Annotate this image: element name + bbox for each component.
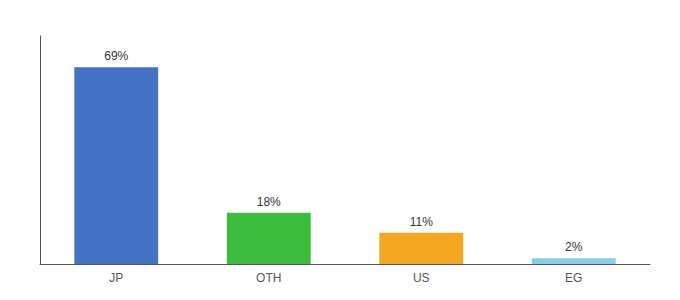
svg-text:69%: 69% bbox=[104, 49, 128, 63]
svg-text:2%: 2% bbox=[565, 240, 583, 254]
svg-text:EG: EG bbox=[565, 271, 582, 285]
svg-text:OTH: OTH bbox=[256, 271, 281, 285]
svg-text:11%: 11% bbox=[410, 215, 433, 229]
svg-text:JP: JP bbox=[109, 271, 123, 285]
svg-text:18%: 18% bbox=[257, 195, 281, 209]
svg-text:US: US bbox=[413, 271, 430, 285]
